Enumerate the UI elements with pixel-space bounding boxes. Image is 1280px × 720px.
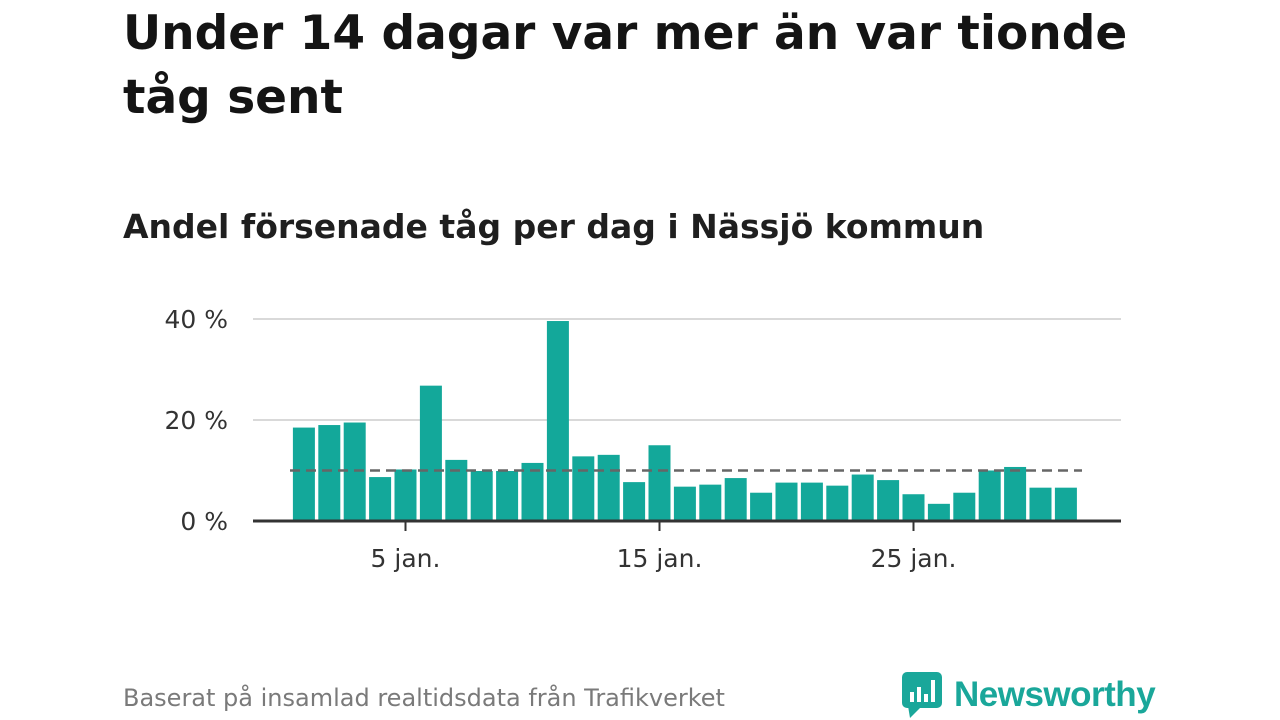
bar xyxy=(750,492,773,521)
gridlines xyxy=(253,318,1121,421)
x-tick-label: 15 jan. xyxy=(617,544,703,573)
bar xyxy=(343,422,366,521)
bar xyxy=(318,425,341,521)
bar xyxy=(1054,487,1077,521)
bar xyxy=(470,471,493,521)
bar xyxy=(1029,487,1052,521)
source-note: Baserat på insamlad realtidsdata från Tr… xyxy=(123,684,725,712)
x-tick-label: 25 jan. xyxy=(871,544,957,573)
bar-chart: 0 % 20 % 40 % 5 jan. 15 jan. 25 jan. xyxy=(164,305,1121,573)
bar xyxy=(394,469,417,521)
bar xyxy=(699,484,722,521)
chart-title: Under 14 dagar var mer än var tionde tåg… xyxy=(123,6,1128,125)
bar xyxy=(623,482,646,521)
bar xyxy=(546,321,569,521)
x-tick-label: 5 jan. xyxy=(371,544,441,573)
bar xyxy=(978,470,1001,521)
bar xyxy=(572,456,595,521)
bar xyxy=(369,477,392,521)
bar xyxy=(877,480,900,521)
bar xyxy=(724,478,747,521)
brand-name: Newsworthy xyxy=(954,675,1156,714)
bar xyxy=(419,385,442,521)
bar xyxy=(496,471,519,521)
y-tick-label: 0 % xyxy=(180,507,228,536)
y-tick-label: 20 % xyxy=(164,406,228,435)
bar xyxy=(851,474,874,521)
bar xyxy=(775,482,798,521)
x-axis-labels: 5 jan. 15 jan. 25 jan. xyxy=(371,544,957,573)
bar xyxy=(445,459,468,521)
bar xyxy=(673,486,696,521)
bar xyxy=(597,454,620,521)
bars xyxy=(292,321,1077,521)
y-tick-label: 40 % xyxy=(164,305,228,334)
bar xyxy=(902,494,925,521)
bar xyxy=(1004,466,1027,521)
bar xyxy=(800,482,823,521)
bar xyxy=(826,485,849,521)
x-axis xyxy=(253,519,1121,531)
chart-subtitle: Andel försenade tåg per dag i Nässjö kom… xyxy=(123,207,985,246)
bar xyxy=(648,445,671,521)
bar xyxy=(953,492,976,521)
newsworthy-logo-icon xyxy=(902,672,942,718)
bar xyxy=(521,462,544,521)
y-axis-labels: 0 % 20 % 40 % xyxy=(164,305,228,536)
brand-logo: Newsworthy xyxy=(902,670,1156,720)
bar xyxy=(927,503,950,521)
bar xyxy=(292,427,315,521)
